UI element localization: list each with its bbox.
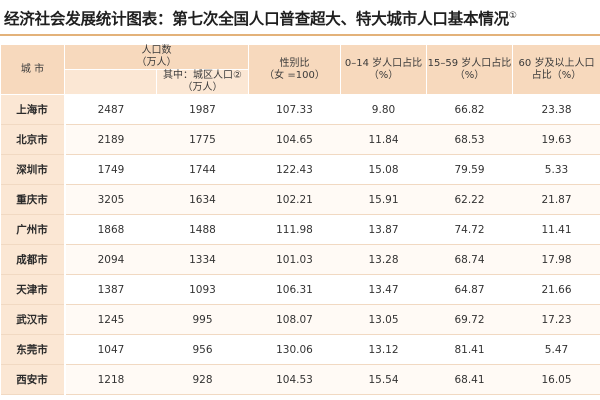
- cell-population: 2094: [64, 244, 157, 275]
- table-row: 武汉市 1245 995 108.07 13.05 69.72 17.23: [0, 304, 600, 335]
- table-row: 天津市 1387 1093 106.31 13.47 64.87 21.66: [0, 274, 600, 305]
- cell-city: 天津市: [0, 274, 66, 305]
- cell-age-0-14: 15.91: [340, 184, 427, 215]
- cell-city: 重庆市: [0, 184, 66, 215]
- cell-age-15-59: 66.82: [426, 94, 513, 125]
- cell-urban-population: 995: [156, 304, 249, 335]
- cell-urban-population: 1093: [156, 274, 249, 305]
- cell-population: 1218: [64, 364, 157, 395]
- cell-urban-population: 1775: [156, 124, 249, 155]
- cell-city: 武汉市: [0, 304, 66, 335]
- cell-city: 北京市: [0, 124, 66, 155]
- cell-population: 3205: [64, 184, 157, 215]
- header-sex-ratio: 性别比 （女 =100）: [248, 44, 341, 95]
- cell-sex-ratio: 122.43: [248, 154, 341, 185]
- cell-population: 2189: [64, 124, 157, 155]
- table-row: 东莞市 1047 956 130.06 13.12 81.41 5.47: [0, 334, 600, 365]
- table-row: 广州市 1868 1488 111.98 13.87 74.72 11.41: [0, 214, 600, 245]
- page-title: 经济社会发展统计图表：第七次全国人口普查超大、特大城市人口基本情况①: [4, 2, 598, 30]
- cell-sex-ratio: 111.98: [248, 214, 341, 245]
- cell-population: 1047: [64, 334, 157, 365]
- cell-age-0-14: 15.54: [340, 364, 427, 395]
- cell-urban-population: 928: [156, 364, 249, 395]
- table-row: 深圳市 1749 1744 122.43 15.08 79.59 5.33: [0, 154, 600, 185]
- cell-city: 广州市: [0, 214, 66, 245]
- cell-sex-ratio: 104.65: [248, 124, 341, 155]
- cell-age-0-14: 13.05: [340, 304, 427, 335]
- cell-age-15-59: 81.41: [426, 334, 513, 365]
- cell-age-60-plus: 17.23: [512, 304, 600, 335]
- population-table: 城 市 人口数 （万人） 性别比 （女 =100） 0–14 岁人口占比 （%）…: [0, 44, 600, 395]
- cell-city: 东莞市: [0, 334, 66, 365]
- header-age-0-14: 0–14 岁人口占比 （%）: [340, 44, 427, 95]
- cell-age-60-plus: 21.66: [512, 274, 600, 305]
- cell-age-0-14: 11.84: [340, 124, 427, 155]
- cell-age-15-59: 68.74: [426, 244, 513, 275]
- header-age-60-plus: 60 岁及以上人口 占比（%）: [512, 44, 600, 95]
- cell-urban-population: 1744: [156, 154, 249, 185]
- title-divider: [0, 34, 600, 36]
- cell-sex-ratio: 108.07: [248, 304, 341, 335]
- cell-city: 西安市: [0, 364, 66, 395]
- cell-city: 深圳市: [0, 154, 66, 185]
- cell-age-60-plus: 21.87: [512, 184, 600, 215]
- cell-sex-ratio: 104.53: [248, 364, 341, 395]
- cell-age-60-plus: 17.98: [512, 244, 600, 275]
- cell-age-15-59: 68.53: [426, 124, 513, 155]
- cell-sex-ratio: 107.33: [248, 94, 341, 125]
- cell-population: 1245: [64, 304, 157, 335]
- cell-age-15-59: 68.41: [426, 364, 513, 395]
- cell-urban-population: 956: [156, 334, 249, 365]
- table-body: 上海市 2487 1987 107.33 9.80 66.82 23.38 北京市 2189 17…: [0, 94, 600, 395]
- cell-age-15-59: 79.59: [426, 154, 513, 185]
- cell-city: 上海市: [0, 94, 66, 125]
- cell-sex-ratio: 101.03: [248, 244, 341, 275]
- cell-population: 2487: [64, 94, 157, 125]
- header-age-15-59: 15–59 岁人口占比 （%）: [426, 44, 513, 95]
- cell-population: 1749: [64, 154, 157, 185]
- cell-sex-ratio: 102.21: [248, 184, 341, 215]
- cell-age-15-59: 62.22: [426, 184, 513, 215]
- cell-age-0-14: 13.87: [340, 214, 427, 245]
- cell-urban-population: 1634: [156, 184, 249, 215]
- cell-age-0-14: 9.80: [340, 94, 427, 125]
- cell-age-60-plus: 5.47: [512, 334, 600, 365]
- table-row: 上海市 2487 1987 107.33 9.80 66.82 23.38: [0, 94, 600, 125]
- cell-sex-ratio: 106.31: [248, 274, 341, 305]
- table-row: 北京市 2189 1775 104.65 11.84 68.53 19.63: [0, 124, 600, 155]
- header-urban-population: 其中：城区人口② （万人）: [156, 69, 249, 95]
- table-row: 成都市 2094 1334 101.03 13.28 68.74 17.98: [0, 244, 600, 275]
- header-population-total-spacer: [64, 69, 157, 95]
- cell-age-0-14: 13.28: [340, 244, 427, 275]
- table-row: 重庆市 3205 1634 102.21 15.91 62.22 21.87: [0, 184, 600, 215]
- title-text: 经济社会发展统计图表：第七次全国人口普查超大、特大城市人口基本情况: [4, 10, 509, 29]
- cell-age-15-59: 74.72: [426, 214, 513, 245]
- cell-age-0-14: 13.47: [340, 274, 427, 305]
- cell-age-60-plus: 19.63: [512, 124, 600, 155]
- cell-urban-population: 1334: [156, 244, 249, 275]
- cell-sex-ratio: 130.06: [248, 334, 341, 365]
- cell-age-0-14: 13.12: [340, 334, 427, 365]
- cell-population: 1868: [64, 214, 157, 245]
- table-row: 西安市 1218 928 104.53 15.54 68.41 16.05: [0, 364, 600, 395]
- cell-urban-population: 1987: [156, 94, 249, 125]
- cell-age-60-plus: 5.33: [512, 154, 600, 185]
- cell-age-15-59: 64.87: [426, 274, 513, 305]
- cell-age-60-plus: 11.41: [512, 214, 600, 245]
- cell-city: 成都市: [0, 244, 66, 275]
- cell-age-60-plus: 23.38: [512, 94, 600, 125]
- header-city: 城 市: [0, 44, 65, 95]
- title-footnote-mark: ①: [508, 11, 517, 21]
- cell-age-0-14: 15.08: [340, 154, 427, 185]
- cell-population: 1387: [64, 274, 157, 305]
- cell-age-15-59: 69.72: [426, 304, 513, 335]
- cell-age-60-plus: 16.05: [512, 364, 600, 395]
- header-population: 人口数 （万人）: [64, 44, 249, 70]
- cell-urban-population: 1488: [156, 214, 249, 245]
